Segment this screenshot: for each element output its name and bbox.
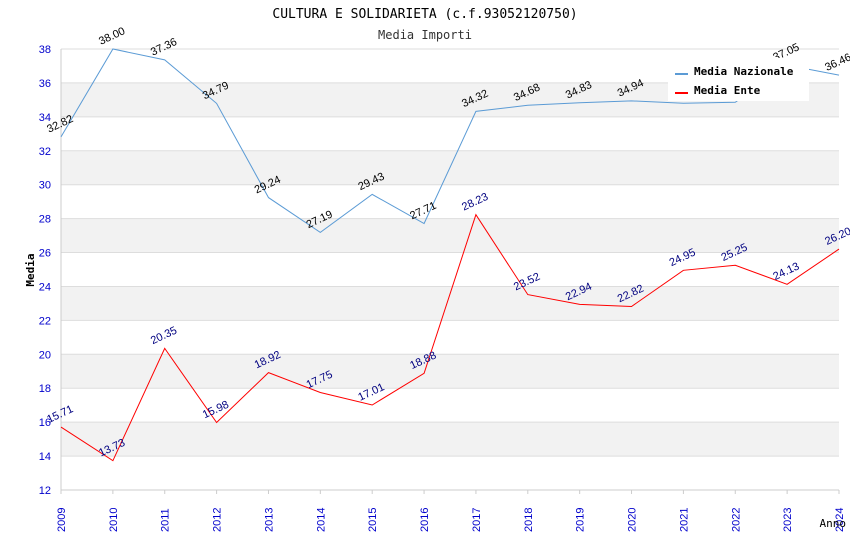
y-tick-label: 38 (39, 44, 51, 56)
x-tick-label: 2011 (160, 508, 172, 532)
y-tick-label: 34 (39, 112, 51, 124)
y-tick-label: 16 (39, 417, 51, 429)
y-tick-label: 24 (39, 281, 51, 293)
y-axis-title: Media (24, 253, 37, 286)
x-tick-label: 2016 (419, 508, 431, 532)
x-tick-label: 2014 (315, 508, 327, 532)
x-tick-label: 2018 (523, 508, 535, 532)
y-tick-label: 14 (39, 451, 51, 463)
x-tick-label: 2020 (627, 508, 639, 532)
y-tick-label: 30 (39, 180, 51, 192)
legend: Media Nazionale Media Ente (668, 58, 809, 101)
y-tick-label: 22 (39, 315, 51, 327)
plot-band (61, 218, 839, 253)
x-tick-label: 2009 (56, 508, 68, 532)
series-lines (60, 48, 840, 462)
series-line-media-ente (60, 213, 840, 462)
y-tick-label: 28 (39, 214, 51, 226)
x-tick-label: 2015 (367, 508, 379, 532)
y-tick-label: 32 (39, 146, 51, 158)
plot-band (61, 286, 839, 321)
legend-label-nazionale: Media Nazionale (694, 65, 794, 78)
plot-bands (61, 82, 839, 457)
chart-title: CULTURA E SOLIDARIETA (c.f.93052120750) (272, 7, 577, 22)
data-label: 24.13 (771, 260, 801, 283)
x-tick-labels: 2009 2010 2011 2012 2013 2014 2015 2016 2017 2018… (56, 490, 846, 532)
x-tick-label: 2022 (730, 508, 742, 532)
x-tick-label: 2012 (212, 508, 224, 532)
x-tick-label: 2013 (263, 508, 275, 532)
y-tick-label: 26 (39, 248, 51, 260)
data-label: 36.46 (823, 51, 850, 74)
data-label: 15.98 (201, 399, 231, 422)
x-tick-label: 2017 (471, 508, 483, 532)
series-line-media-nazionale (60, 48, 840, 234)
data-label: 20.35 (149, 325, 179, 348)
x-axis-title: Anno (820, 517, 847, 530)
x-tick-label: 2010 (108, 508, 120, 532)
plot-band (61, 422, 839, 457)
y-tick-label: 20 (39, 349, 51, 361)
x-tick-label: 2024 (834, 508, 846, 532)
data-label: 38.00 (97, 25, 127, 48)
data-label: 37.36 (149, 36, 179, 59)
y-tick-label: 36 (39, 78, 51, 90)
y-tick-labels: 12 14 16 18 20 22 24 26 28 30 32 34 36 38 (39, 44, 51, 497)
grid-lines (61, 48, 839, 491)
x-tick-label: 2019 (575, 508, 587, 532)
y-tick-label: 12 (39, 485, 51, 497)
data-label: 28.23 (460, 191, 490, 214)
chart-subtitle: Media Importi (378, 28, 472, 42)
x-tick-label: 2023 (782, 508, 794, 532)
y-tick-label: 18 (39, 383, 51, 395)
legend-label-ente: Media Ente (694, 84, 761, 97)
x-tick-label: 2021 (678, 508, 690, 532)
plot-band (61, 354, 839, 389)
